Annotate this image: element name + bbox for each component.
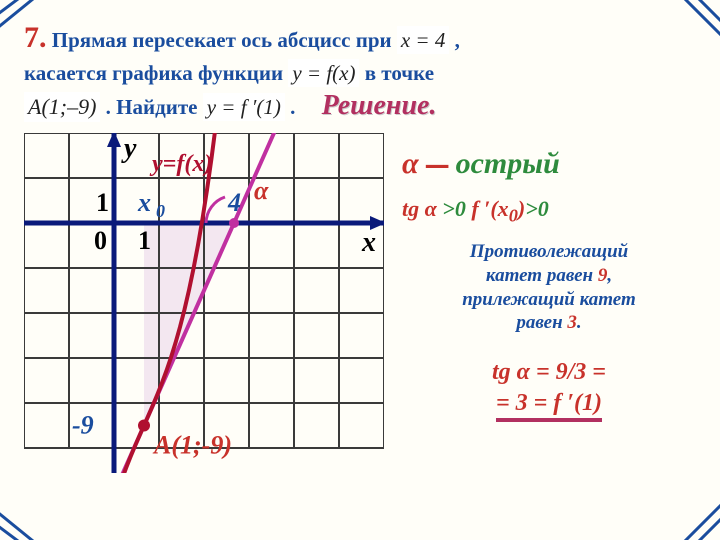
svg-text:A(1;-9): A(1;-9) (152, 430, 232, 459)
alpha-acute-line: α – острый (402, 137, 696, 188)
solution-label: Решение. (322, 90, 437, 121)
catet-l1: Противолежащий (470, 241, 628, 262)
svg-text:1: 1 (96, 188, 109, 217)
catet-l3: прилежащий катет (462, 289, 636, 310)
svg-text:α: α (254, 176, 269, 205)
tg-label: tg α (402, 196, 442, 221)
graph-container: yx101x0y=f(x)4α-9A(1;-9) (24, 133, 384, 473)
svg-text:x: x (361, 227, 376, 258)
problem-number: 7. (24, 21, 47, 54)
math-point-A: A(1;–9) (24, 92, 100, 122)
content-row: yx101x0y=f(x)4α-9A(1;-9) α – острый tg α… (24, 133, 696, 473)
answer-block: tg α = 9/3 = = 3 = f ′(1) (402, 357, 696, 419)
svg-text:x: x (137, 188, 151, 217)
right-column: α – острый tg α >0 f ′(x0)>0 Противолежа… (402, 133, 696, 473)
svg-text:y=f(x): y=f(x) (149, 151, 212, 177)
catet-text: Противолежащий катет равен 9, прилежащий… (402, 240, 696, 335)
svg-text:1: 1 (138, 226, 151, 255)
problem-part3: в точке (365, 61, 434, 85)
comma: , (455, 28, 460, 52)
svg-text:-9: -9 (72, 410, 94, 439)
math-x-eq-4: x = 4 (397, 26, 450, 54)
fprime-label: f ′(x (466, 196, 509, 221)
graph-svg: yx101x0y=f(x)4α-9A(1;-9) (24, 133, 384, 473)
alpha-symbol: α (402, 147, 419, 180)
math-y-eq-fx: y = f(x) (288, 59, 359, 87)
alpha-word: острый (456, 147, 560, 180)
problem-part2: касается графика функции (24, 61, 283, 85)
svg-text:y: y (121, 133, 137, 164)
catet-three: 3 (567, 312, 577, 333)
alpha-dash: – (426, 138, 448, 187)
fprime-gt0: >0 (525, 196, 549, 221)
catet-l4a: равен (516, 312, 567, 333)
catet-l2b: , (607, 265, 612, 286)
slide: 7. Прямая пересекает ось абсцисс при x =… (0, 0, 720, 540)
tg-sign-line: tg α >0 f ′(x0)>0 (402, 196, 696, 226)
svg-text:0: 0 (156, 201, 165, 221)
svg-text:4: 4 (227, 188, 241, 217)
catet-nine: 9 (598, 265, 608, 286)
catet-l4b: . (577, 312, 582, 333)
find-label: . Найдите (106, 95, 198, 119)
problem-statement: 7. Прямая пересекает ось абсцисс при x =… (24, 18, 696, 125)
period: . (290, 95, 295, 119)
answer-l2: = 3 = f ′(1) (496, 390, 602, 422)
sub-zero: 0 (509, 205, 518, 225)
svg-text:0: 0 (94, 226, 107, 255)
answer-l1: tg α = 9/3 = (492, 359, 606, 385)
tg-gt0: >0 (442, 196, 466, 221)
math-f-prime-1: y = f ′(1) (203, 93, 285, 121)
catet-l2a: катет равен (486, 265, 598, 286)
problem-part1: Прямая пересекает ось абсцисс при (52, 28, 392, 52)
